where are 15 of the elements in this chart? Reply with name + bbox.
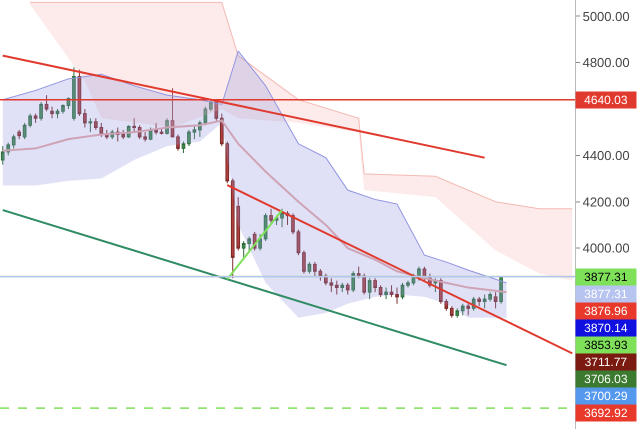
y-tick-label: 4200.00: [582, 194, 630, 210]
text: 3700.29: [584, 389, 628, 403]
text: 3711.77: [584, 355, 628, 369]
text: 3876.96: [584, 304, 628, 318]
ref-line-label: 3877.31: [584, 270, 628, 284]
y-tick-label: 4800.00: [582, 55, 630, 70]
y-tick-label: 4400.00: [582, 148, 630, 163]
ref-line-label: 3877.31: [584, 287, 628, 301]
text: 3692.92: [584, 406, 628, 420]
y-tick-label: 4000.00: [582, 240, 630, 256]
text: 3870.14: [584, 321, 628, 335]
text: 3706.03: [584, 372, 628, 386]
ref-line-label: 4640.03: [584, 93, 628, 107]
y-tick-label: 5000.00: [582, 8, 630, 24]
text: 3853.93: [584, 338, 628, 352]
